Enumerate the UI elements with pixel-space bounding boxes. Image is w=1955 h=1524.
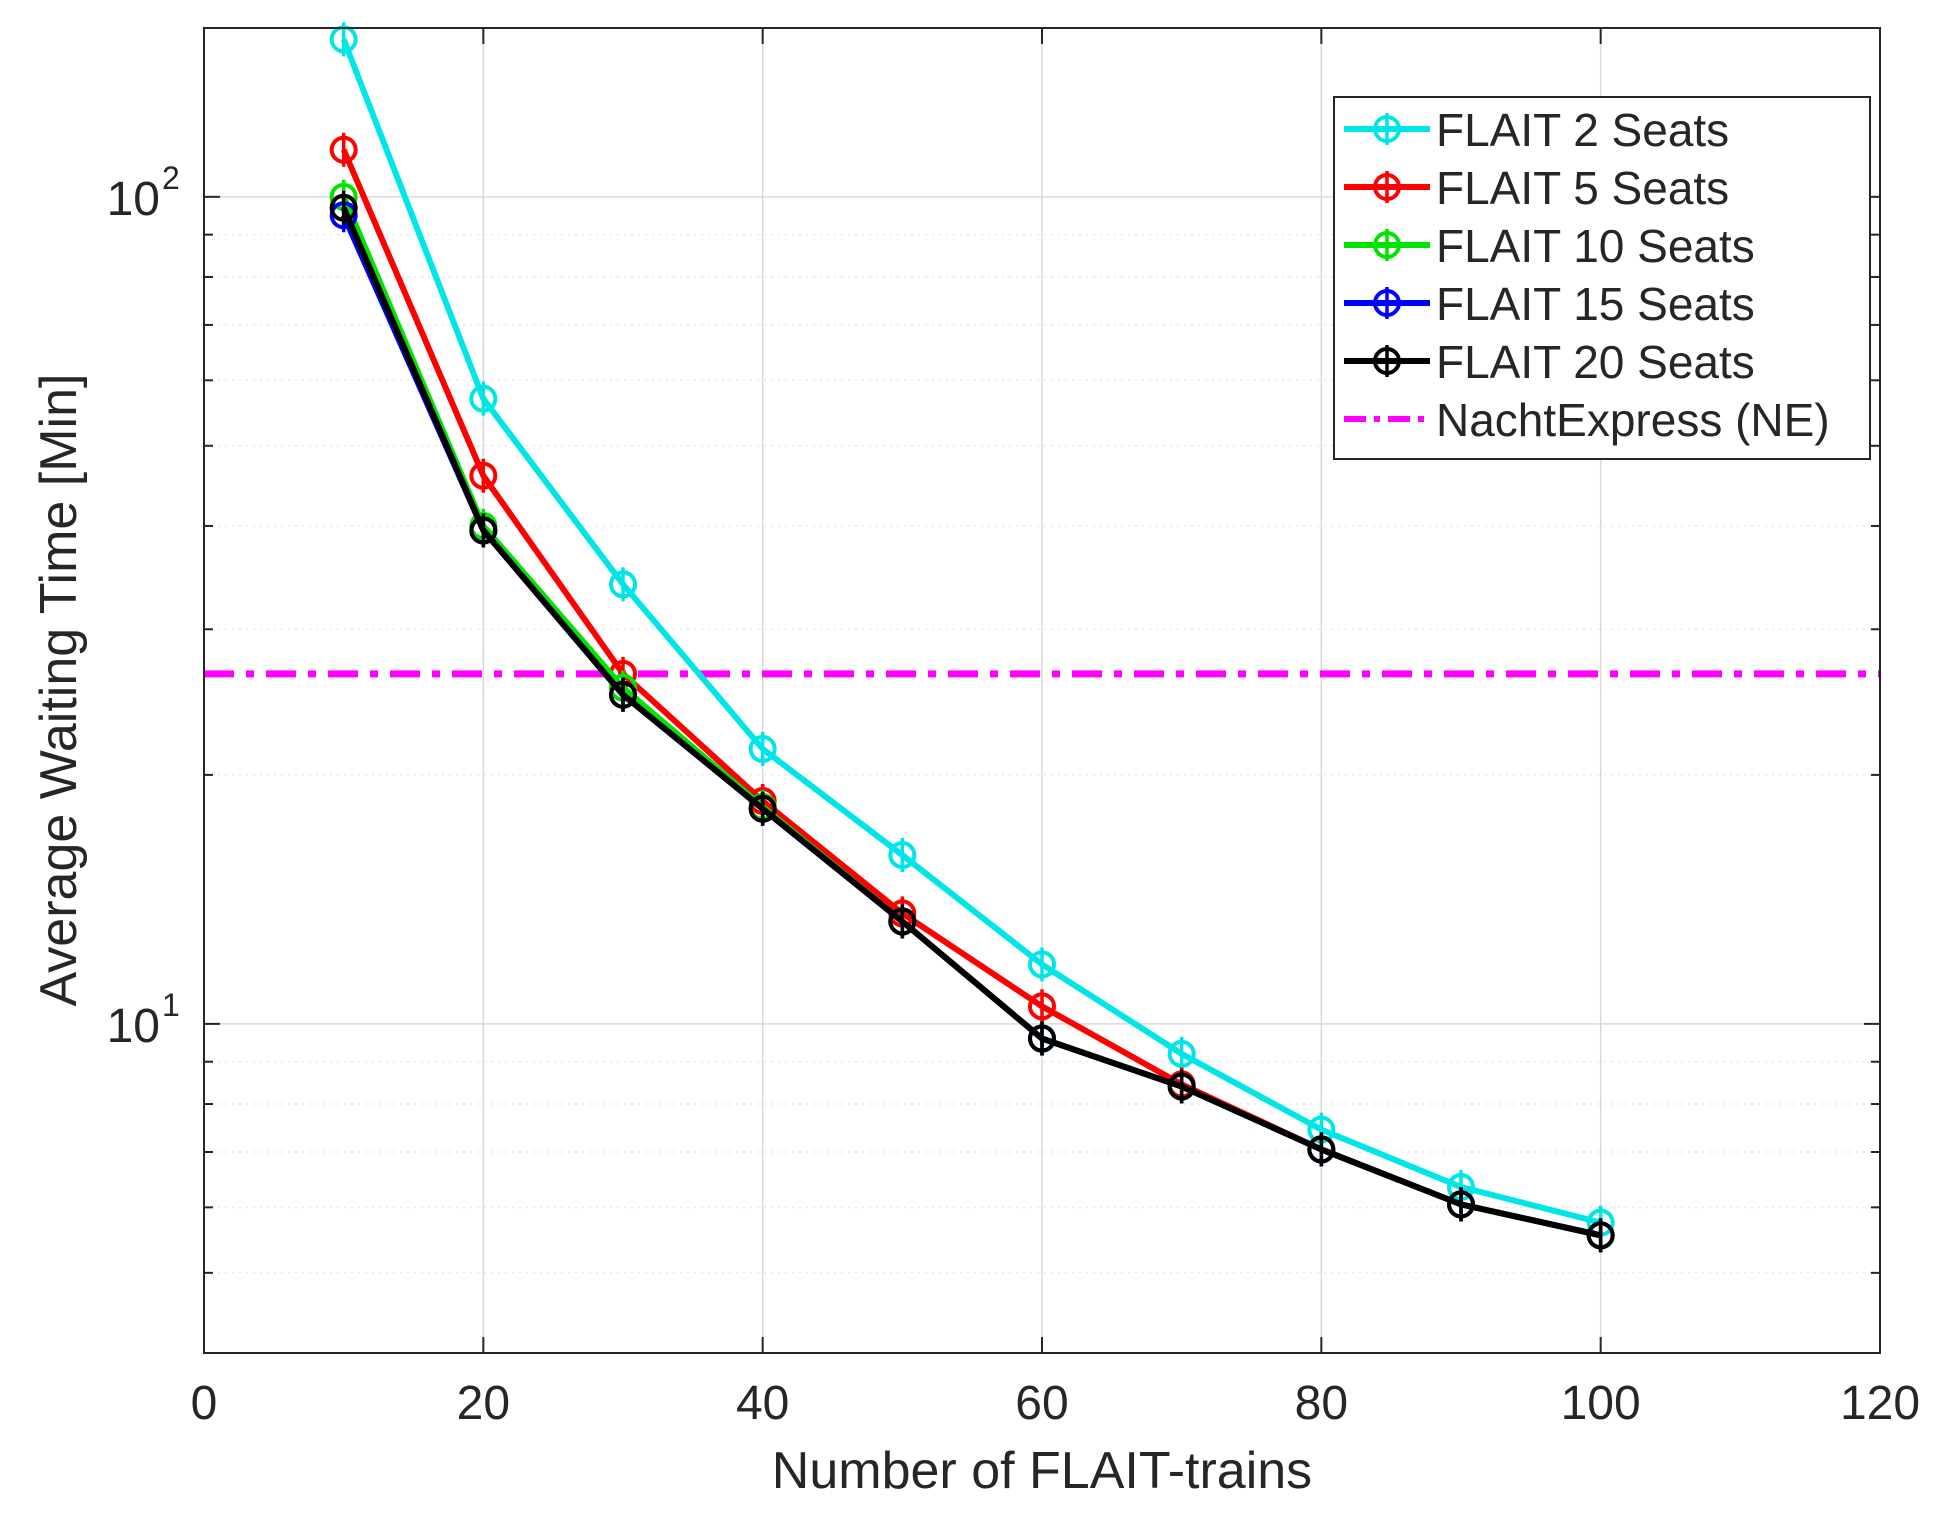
y-tick-label-exponent: 1 [162,987,180,1023]
series-flait-20-seats [329,190,1615,1253]
legend-entry: FLAIT 5 Seats [1344,162,1729,214]
legend-label: FLAIT 15 Seats [1436,278,1755,330]
y-axis-label: Average Waiting Time [Min] [30,374,88,1007]
legend-label: FLAIT 5 Seats [1436,162,1729,214]
series-line [340,206,1602,1239]
series-flait-2-seats [329,22,1615,1240]
y-tick-label-exponent: 2 [162,160,180,196]
legend-label: FLAIT 20 Seats [1436,336,1755,388]
x-tick-label: 80 [1295,1377,1348,1430]
x-tick-label: 40 [736,1377,789,1430]
legend-label: FLAIT 10 Seats [1436,220,1755,272]
y-tick-label: 10 1 [107,987,180,1053]
legend-label: FLAIT 2 Seats [1436,104,1729,156]
legend-entry: FLAIT 2 Seats [1344,104,1729,156]
series-layer [329,22,1615,1253]
series-line [340,38,1602,1226]
y-tick-label-base: 10 [107,173,160,226]
legend-label: NachtExpress (NE) [1436,394,1830,446]
y-tick-label: 10 2 [107,160,180,226]
x-tick-label: 100 [1561,1377,1641,1430]
x-tick-label: 0 [191,1377,218,1430]
legend-box [1333,96,1871,460]
legend-entry: NachtExpress (NE) [1344,394,1830,446]
x-axis-label: Number of FLAIT-trains [772,1442,1312,1500]
x-tick-label: 60 [1015,1377,1068,1430]
legend-entry: FLAIT 20 Seats [1344,336,1755,388]
legend-entry: FLAIT 15 Seats [1344,278,1755,330]
x-tick-label: 20 [457,1377,510,1430]
x-tick-label: 120 [1840,1377,1920,1430]
legend: FLAIT 2 Seats FLAIT 5 Seats FLAIT 10 Seats… [1333,96,1871,460]
y-tick-label-base: 10 [107,1000,160,1053]
legend-entry: FLAIT 10 Seats [1344,220,1755,272]
